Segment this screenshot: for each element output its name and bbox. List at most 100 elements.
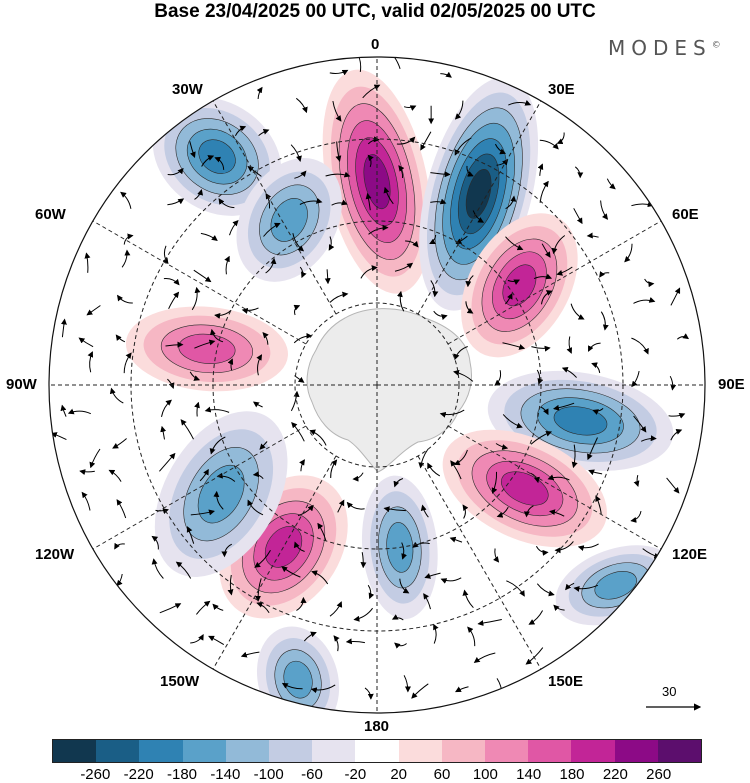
colorbar-tick-label: 260 bbox=[646, 766, 672, 783]
wind-arrow bbox=[669, 375, 677, 391]
wind-arrow bbox=[86, 305, 101, 316]
wind-arrow bbox=[525, 647, 544, 665]
wind-arrow bbox=[78, 337, 94, 348]
wind-arrow bbox=[346, 501, 365, 510]
wind-arrow bbox=[256, 601, 270, 614]
wind-arrow bbox=[259, 441, 268, 450]
meridian-line bbox=[447, 425, 662, 550]
wind-arrow bbox=[367, 136, 380, 145]
wind-arrow bbox=[540, 406, 549, 416]
wind-arrow bbox=[234, 125, 247, 137]
wind-arrow bbox=[600, 200, 609, 220]
wind-arrow bbox=[530, 430, 553, 445]
lon-label-60e: 60E bbox=[672, 206, 699, 223]
wind-arrow bbox=[472, 210, 485, 223]
wind-arrow bbox=[310, 684, 336, 694]
wind-arrow bbox=[151, 558, 164, 579]
wind-arrow bbox=[554, 541, 574, 554]
wind-arrow bbox=[309, 429, 327, 446]
wind-arrow bbox=[633, 297, 656, 304]
wind-arrow bbox=[293, 332, 313, 344]
wind-arrow bbox=[465, 301, 474, 314]
wind-arrow bbox=[360, 552, 367, 569]
wind-arrow bbox=[281, 682, 303, 690]
lon-label-30e: 30E bbox=[548, 81, 575, 98]
wind-arrow bbox=[221, 543, 233, 558]
wind-arrow bbox=[644, 278, 655, 288]
colorbar-ticks: -260 -220 -180 -140 -100 -60 -20 20 60 100 140 180 2… bbox=[52, 766, 702, 783]
wind-arrow bbox=[227, 574, 234, 596]
wind-arrow bbox=[265, 192, 272, 209]
wind-arrow bbox=[227, 358, 234, 371]
wind-arrow bbox=[595, 495, 602, 514]
wind-arrow bbox=[165, 341, 184, 348]
wind-arrow bbox=[299, 197, 323, 205]
wind-arrow bbox=[335, 141, 342, 162]
colorbar-swatch-4 bbox=[225, 740, 270, 762]
wind-arrow bbox=[364, 687, 374, 700]
lon-label-120w: 120W bbox=[35, 546, 75, 563]
wind-arrow bbox=[252, 471, 264, 480]
wind-arrow bbox=[420, 504, 429, 518]
antarctica-landmass bbox=[306, 308, 472, 473]
meridian-line bbox=[92, 220, 307, 345]
wind-arrow bbox=[462, 589, 474, 609]
lon-label-150w: 150W bbox=[160, 673, 200, 690]
wind-arrow bbox=[536, 583, 555, 597]
wind-arrow bbox=[430, 171, 451, 178]
anomaly-cell-positive bbox=[461, 213, 578, 358]
wind-arrow bbox=[365, 192, 372, 211]
anomaly-cell-negative bbox=[152, 97, 282, 216]
wind-arrow bbox=[218, 198, 235, 209]
map-disk bbox=[49, 57, 705, 713]
anomaly-cell-positive bbox=[125, 306, 288, 392]
wind-arrow bbox=[505, 195, 517, 210]
wind-arrow bbox=[401, 542, 408, 560]
wind-arrow bbox=[79, 469, 95, 476]
wind-arrow bbox=[430, 198, 447, 205]
meridian-line bbox=[212, 455, 337, 670]
wind-arrow bbox=[383, 506, 406, 513]
wind-arrow bbox=[204, 406, 230, 413]
wind-arrow bbox=[427, 462, 441, 477]
wind-arrow bbox=[87, 351, 94, 373]
wind-arrow bbox=[565, 582, 575, 591]
wind-arrow bbox=[360, 265, 378, 279]
wind-arrow bbox=[491, 471, 498, 494]
wind-arrow bbox=[81, 491, 91, 511]
reference-vector-label: 30 bbox=[662, 684, 677, 699]
colorbar-tick-label: 140 bbox=[516, 766, 542, 783]
wind-arrow bbox=[151, 535, 159, 550]
wind-arrow bbox=[329, 69, 349, 76]
wind-arrow bbox=[209, 436, 226, 455]
wind-arrow bbox=[163, 277, 180, 286]
wind-arrow bbox=[507, 279, 521, 285]
wind-arrow bbox=[159, 603, 182, 614]
wind-arrow bbox=[263, 222, 281, 237]
colorbar-tick-label: -140 bbox=[210, 766, 241, 783]
latitude-circle bbox=[294, 302, 460, 468]
wind-arrow bbox=[429, 234, 437, 245]
wind-arrow bbox=[60, 318, 67, 338]
wind-arrow bbox=[194, 339, 216, 349]
wind-arrow bbox=[303, 631, 317, 642]
wind-arrow bbox=[180, 419, 194, 440]
wind-arrow bbox=[670, 429, 683, 441]
wind-arrow bbox=[241, 307, 259, 314]
wind-arrow bbox=[549, 509, 565, 517]
meridian-line bbox=[447, 220, 662, 345]
wind-arrow bbox=[190, 634, 204, 644]
wind-arrow bbox=[477, 619, 502, 627]
wind-arrow bbox=[354, 57, 362, 72]
wind-arrow bbox=[262, 332, 269, 345]
wind-arrow bbox=[189, 141, 196, 159]
wind-arrow bbox=[405, 240, 419, 248]
wind-arrow bbox=[496, 506, 509, 518]
wind-arrow bbox=[332, 101, 342, 122]
colorbar-swatch-14 bbox=[657, 740, 702, 762]
wind-arrow bbox=[465, 275, 474, 288]
colorbar-tick-label: 60 bbox=[433, 766, 451, 783]
wind-arrow bbox=[574, 166, 584, 179]
wind-arrow bbox=[537, 163, 544, 176]
wind-arrow bbox=[439, 409, 465, 418]
